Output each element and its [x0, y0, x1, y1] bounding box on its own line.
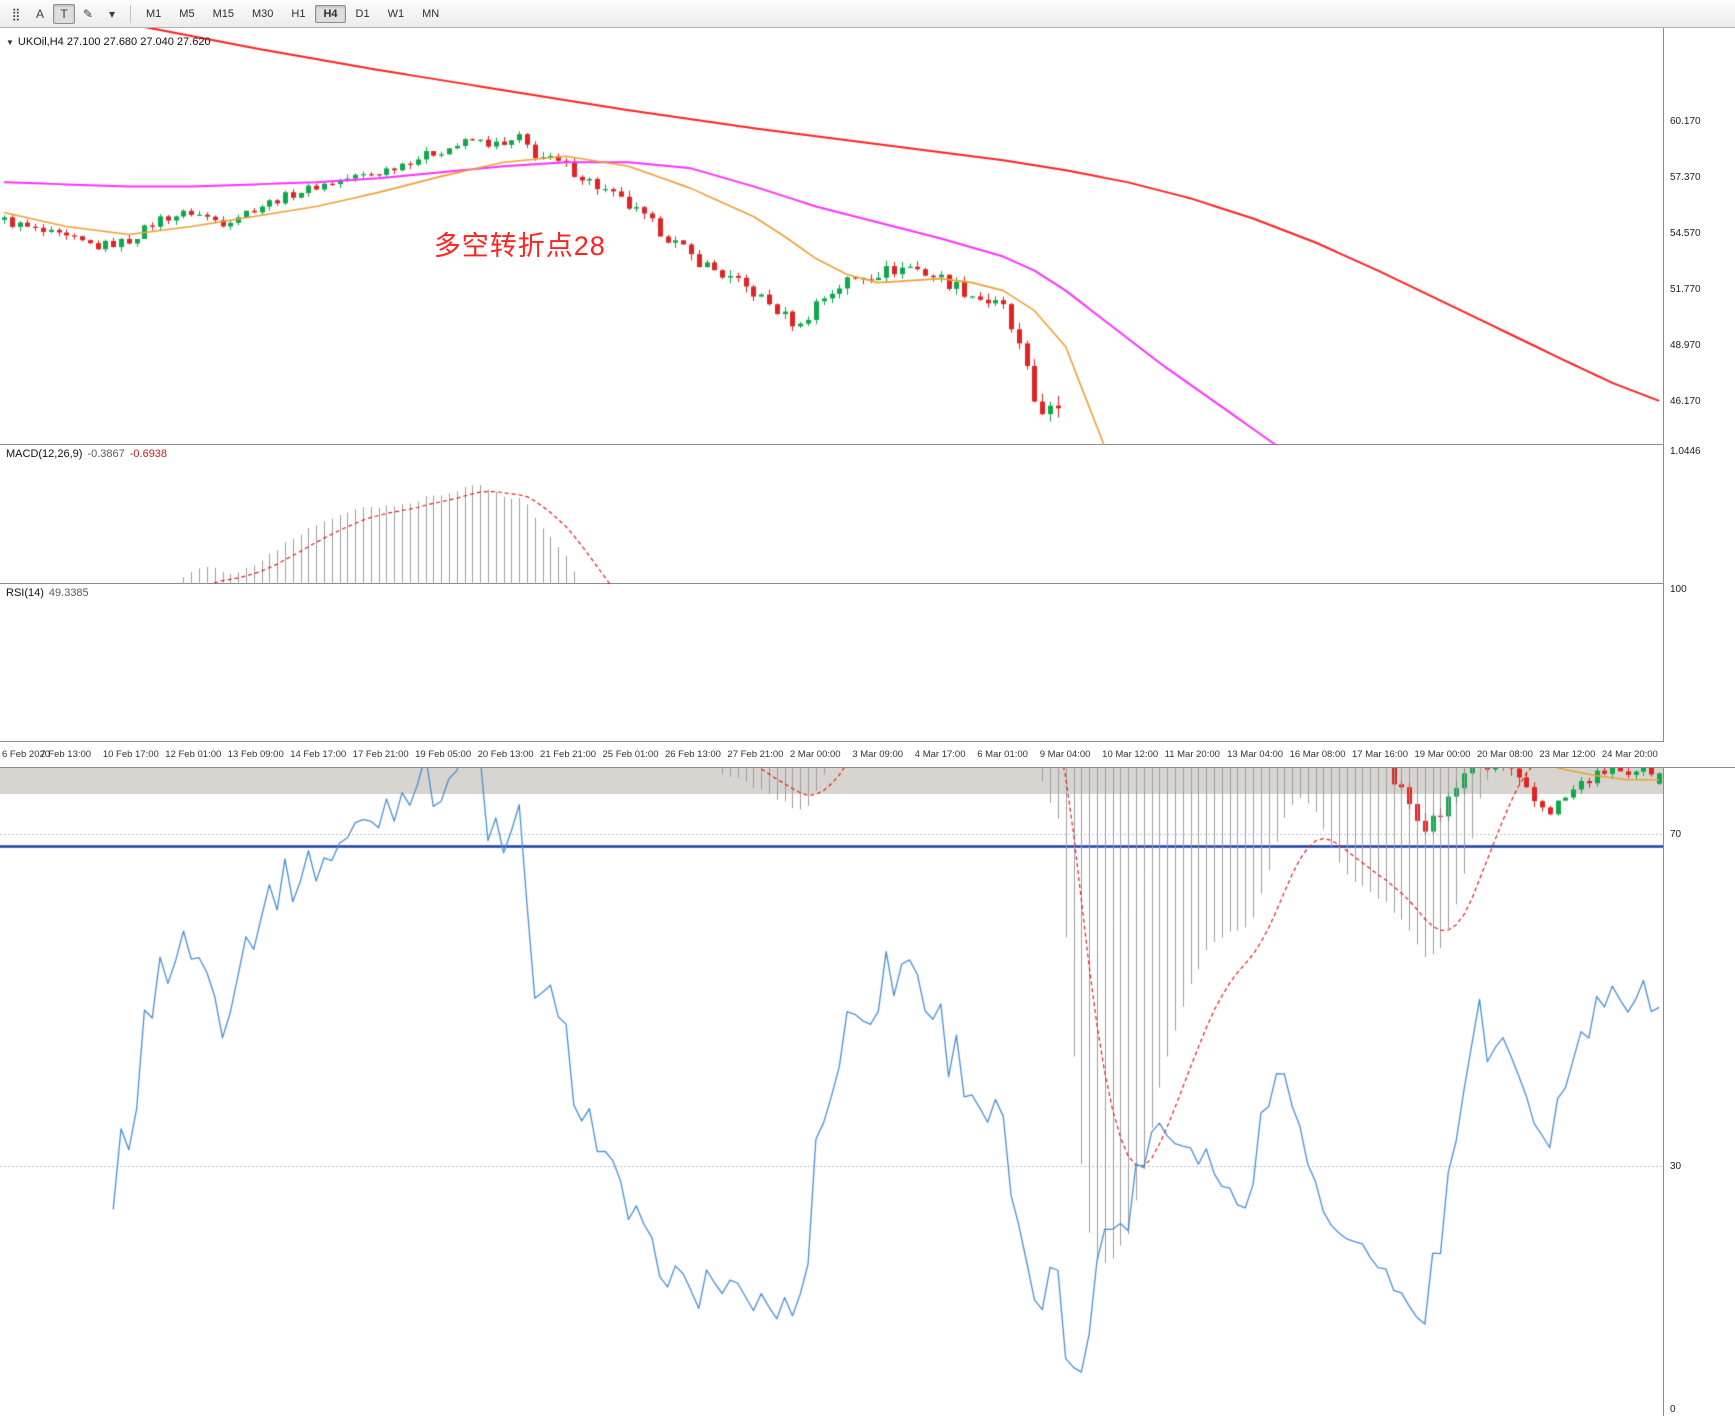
draw-tools-dropdown-icon[interactable]: ▾ [108, 6, 116, 21]
symbol-ohlc-text: UKOil,H4 27.100 27.680 27.040 27.620 [17, 36, 211, 48]
time-axis-label: 19 Feb 05:00 [415, 749, 472, 760]
macd-axis-label: 1.0446 [1670, 446, 1701, 457]
time-axis-label: 10 Mar 12:00 [1102, 749, 1159, 760]
timeframe-button-mn[interactable]: MN [422, 7, 440, 20]
time-axis-label: 14 Feb 17:00 [290, 749, 347, 760]
price-axis-label: 60.170 [1670, 115, 1701, 127]
time-axis-label: 11 Mar 20:00 [1164, 749, 1220, 760]
time-axis-label: 27 Feb 21:00 [727, 749, 784, 760]
toolbar: ⣿ A T ✎ ▾ M1 M5 M15 M30 H1 H4 D1 W1 MN [0, 0, 1735, 28]
timeframes-toolbar: M1 M5 M15 M30 H1 H4 D1 W1 MN [137, 4, 448, 23]
time-axis-label: 24 Mar 20:00 [1601, 749, 1658, 760]
time-axis-label: 17 Mar 16:00 [1352, 749, 1408, 760]
time-axis-label: 12 Feb 01:00 [165, 749, 222, 760]
time-axis-label: 6 Mar 01:00 [977, 749, 1028, 760]
macd-label: MACD(12,26,9) -0.3867 -0.6938 [6, 448, 167, 460]
macd-panel: 1.04460.00-4.9417 MACD(12,26,9)-0.3867-0… [0, 445, 1735, 1277]
macd-main-value: -0.3867 [87, 448, 125, 460]
time-axis[interactable]: 6 Feb 2020 7 Feb 13:00 10 Feb 17:00 12 Feb … [0, 742, 1735, 768]
price-axis-label: 54.570 [1670, 228, 1701, 240]
arrow-tool-button[interactable]: A [35, 6, 44, 21]
price-axis-label: 51.770 [1670, 284, 1701, 296]
time-axis-label: 21 Feb 21:00 [540, 749, 597, 760]
time-axis-label: 20 Mar 08:00 [1476, 749, 1533, 760]
rsi-panel: 100 70 30 0 RSI(14) 49.3385 [0, 584, 1735, 1416]
time-axis-label: 9 Mar 04:00 [1039, 749, 1091, 760]
line-studies-toolbar: ⣿ A T ✎ ▾ [4, 3, 124, 24]
time-axis-label: 26 Feb 13:00 [664, 749, 721, 760]
rsi-value: 49.3385 [48, 587, 89, 599]
text-tool-button[interactable]: T [53, 3, 75, 24]
rsi-label: RSI(14) 49.3385 [6, 587, 89, 599]
rsi-axis-label: 0 [1670, 1404, 1676, 1415]
toolbar-separator [130, 4, 131, 23]
timeframe-button-h4[interactable]: H4 [315, 4, 346, 23]
draw-tool-button[interactable]: ✎ [82, 6, 94, 21]
time-axis-label: 23 Mar 12:00 [1539, 749, 1596, 760]
macd-name: MACD(12,26,9) [6, 448, 83, 460]
rsi-axis-label: 70 [1670, 828, 1682, 840]
rsi-axis: 100 70 30 0 [1663, 584, 1735, 1416]
price-axis-label: 48.970 [1670, 340, 1701, 352]
toolbar-drag-handle-icon[interactable]: ⣿ [11, 6, 21, 21]
time-axis-label: 6 Feb 2020 [2, 749, 51, 760]
timeframe-button-m15[interactable]: M15 [212, 7, 234, 20]
time-axis-label: 10 Feb 17:00 [102, 749, 159, 760]
rsi-chart-canvas[interactable] [0, 584, 1663, 1416]
time-axis-label: 13 Mar 04:00 [1227, 749, 1284, 760]
chart-symbol-line: ▼ UKOil,H4 27.100 27.680 27.040 27.620 [6, 36, 211, 48]
time-axis-label: 7 Feb 13:00 [40, 749, 92, 760]
time-axis-label: 19 Mar 00:00 [1414, 749, 1471, 760]
rsi-name: RSI(14) [6, 587, 44, 599]
main-chart-panel: 60.17057.37054.57051.77048.97046.17043.3… [0, 28, 1735, 860]
time-axis-label: 2 Mar 00:00 [789, 749, 841, 760]
macd-signal-value: -0.6938 [129, 448, 168, 460]
time-axis-label: 16 Mar 08:00 [1289, 749, 1346, 760]
timeframe-button-m5[interactable]: M5 [179, 7, 195, 20]
price-axis-label: 57.370 [1670, 171, 1701, 183]
time-axis-label: 25 Feb 01:00 [602, 749, 659, 760]
time-axis-label: 4 Mar 17:00 [914, 749, 966, 760]
time-axis-label: 20 Feb 13:00 [477, 749, 534, 760]
rsi-axis-label: 30 [1670, 1161, 1682, 1173]
price-axis-label: 46.170 [1670, 396, 1701, 408]
timeframe-button-w1[interactable]: W1 [387, 7, 405, 20]
time-axis-label: 13 Feb 09:00 [227, 749, 284, 760]
time-axis-label: 17 Feb 21:00 [352, 749, 409, 760]
symbol-dropdown-icon[interactable]: ▼ [6, 37, 14, 47]
time-axis-label: 3 Mar 09:00 [852, 749, 904, 760]
chart-annotation: 多空转折点28 [433, 230, 606, 261]
rsi-axis-label: 100 [1670, 584, 1687, 595]
timeframe-button-h1[interactable]: H1 [291, 7, 306, 20]
timeframe-button-d1[interactable]: D1 [355, 7, 370, 20]
timeframe-button-m1[interactable]: M1 [146, 7, 162, 20]
timeframe-button-m30[interactable]: M30 [251, 7, 274, 20]
